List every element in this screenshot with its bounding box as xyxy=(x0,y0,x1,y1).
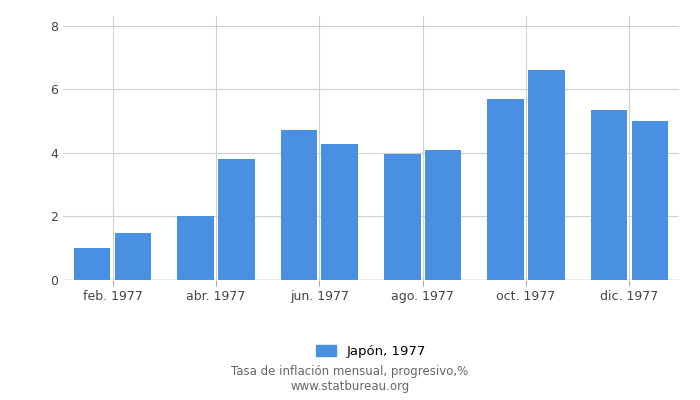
Bar xyxy=(115,233,151,280)
Bar xyxy=(281,130,317,280)
Bar xyxy=(384,154,421,280)
Bar xyxy=(425,150,461,280)
Text: www.statbureau.org: www.statbureau.org xyxy=(290,380,410,393)
Bar xyxy=(631,121,668,280)
Bar xyxy=(487,99,524,280)
Bar xyxy=(591,110,627,280)
Bar xyxy=(177,216,214,280)
Bar xyxy=(218,159,255,280)
Bar xyxy=(528,70,565,280)
Bar xyxy=(74,248,111,280)
Bar xyxy=(321,144,358,280)
Text: Tasa de inflación mensual, progresivo,%: Tasa de inflación mensual, progresivo,% xyxy=(232,365,468,378)
Legend: Japón, 1977: Japón, 1977 xyxy=(311,339,431,363)
